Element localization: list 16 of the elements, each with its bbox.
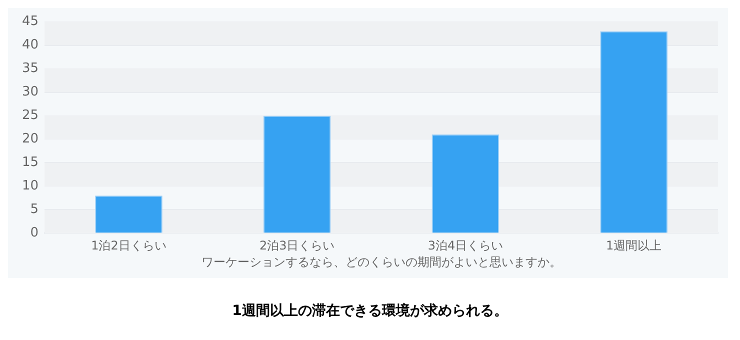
x-tick-label: 1週間以上 [606, 238, 662, 253]
y-tick-label: 40 [22, 38, 39, 53]
y-tick-label: 20 [22, 132, 39, 147]
x-tick-label: 1泊2日くらい [91, 238, 166, 253]
y-tick-label: 25 [22, 108, 39, 124]
y-tick-label: 45 [22, 14, 39, 30]
x-axis-title: ワーケーションするなら、どのくらいの期間がよいと思いますか。 [201, 254, 562, 269]
y-tick-label: 35 [22, 61, 39, 76]
text: 1週間以上の滞在できる環境が求められる。 [231, 302, 509, 320]
x-tick-label: 3泊4日くらい [428, 238, 504, 253]
y-tick-label: 15 [22, 155, 39, 170]
y-tick-label: 0 [30, 226, 39, 241]
y-tick-label: 10 [22, 178, 39, 194]
y-tick-label: 30 [22, 84, 39, 100]
x-tick-label: 2泊3日くらい [259, 238, 335, 253]
y-tick-label: 5 [30, 202, 39, 218]
